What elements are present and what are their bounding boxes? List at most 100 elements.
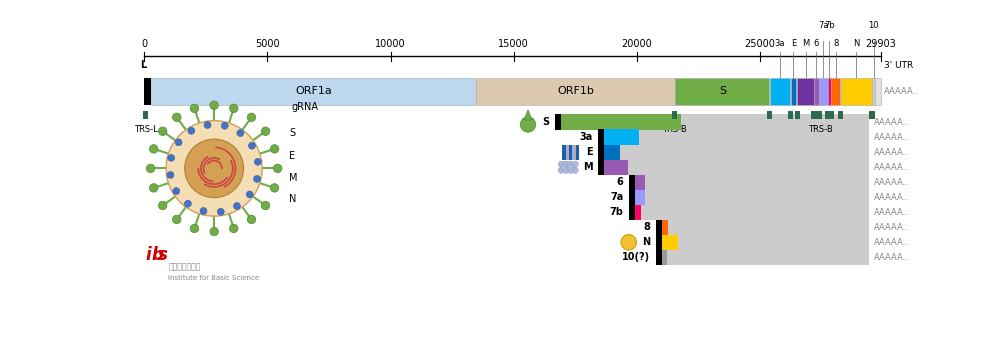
Bar <box>662 220 668 235</box>
Text: 7a: 7a <box>610 192 623 202</box>
Circle shape <box>270 145 279 153</box>
Text: AAAAA..: AAAAA.. <box>874 133 909 142</box>
Bar <box>598 160 604 175</box>
Bar <box>788 112 793 119</box>
Circle shape <box>167 171 174 178</box>
Circle shape <box>248 142 255 149</box>
Bar <box>875 77 881 105</box>
Circle shape <box>520 117 536 132</box>
Circle shape <box>210 101 218 110</box>
Bar <box>629 174 635 190</box>
Text: 25000: 25000 <box>744 39 775 49</box>
Bar <box>144 77 151 105</box>
Text: TRS-B: TRS-B <box>662 125 687 134</box>
Text: 7b: 7b <box>824 21 835 30</box>
Polygon shape <box>524 110 532 120</box>
Text: i: i <box>145 246 151 264</box>
Bar <box>598 129 604 145</box>
Text: ORF1b: ORF1b <box>557 87 594 96</box>
Circle shape <box>247 215 256 224</box>
Circle shape <box>166 121 262 216</box>
Circle shape <box>149 184 158 192</box>
Bar <box>572 145 576 160</box>
Circle shape <box>558 167 564 173</box>
Bar <box>635 204 641 220</box>
Bar <box>629 190 635 205</box>
Circle shape <box>173 188 180 194</box>
Bar <box>598 145 869 160</box>
Circle shape <box>270 184 279 192</box>
Circle shape <box>188 127 195 134</box>
Text: 6: 6 <box>617 177 623 187</box>
Text: E: E <box>289 151 295 161</box>
Text: M: M <box>289 173 298 183</box>
Text: 7a: 7a <box>818 21 829 30</box>
Text: TRS-B: TRS-B <box>808 125 833 134</box>
Bar <box>656 235 869 250</box>
Bar <box>151 77 476 105</box>
Bar <box>629 204 869 220</box>
Circle shape <box>247 113 256 122</box>
Bar <box>825 112 830 119</box>
Text: TRS-L: TRS-L <box>134 125 158 134</box>
Circle shape <box>254 159 261 165</box>
Circle shape <box>149 145 158 153</box>
Circle shape <box>190 224 199 233</box>
Bar <box>635 174 645 190</box>
Text: 20000: 20000 <box>621 39 652 49</box>
Bar <box>838 112 843 119</box>
Circle shape <box>568 161 574 167</box>
Text: 기초과학연구원: 기초과학연구원 <box>168 263 201 271</box>
Bar <box>656 220 869 235</box>
Text: S: S <box>543 117 550 127</box>
Text: AAAAA..: AAAAA.. <box>874 223 909 232</box>
Bar <box>555 115 869 130</box>
Text: L: L <box>140 60 146 70</box>
Bar <box>767 112 772 119</box>
Text: Institute for Basic Science: Institute for Basic Science <box>168 275 260 281</box>
Text: AAAAA..: AAAAA.. <box>874 253 909 262</box>
Bar <box>576 145 579 160</box>
Circle shape <box>273 164 282 173</box>
Text: 3a: 3a <box>775 39 785 48</box>
Bar <box>598 145 604 160</box>
Text: E: E <box>791 39 796 48</box>
Bar <box>635 190 645 205</box>
Bar <box>656 235 662 250</box>
Bar <box>629 174 869 190</box>
Circle shape <box>230 104 238 113</box>
Bar <box>831 77 840 105</box>
Text: N: N <box>289 194 297 204</box>
Bar <box>656 250 662 265</box>
Circle shape <box>158 127 167 136</box>
Bar <box>604 129 639 145</box>
Text: 3a: 3a <box>579 132 592 142</box>
Bar <box>598 160 869 175</box>
Text: AAAAA..: AAAAA.. <box>874 178 909 187</box>
Text: AAAAA..: AAAAA.. <box>874 193 909 202</box>
Bar <box>819 77 828 105</box>
Circle shape <box>217 208 224 215</box>
Circle shape <box>561 164 567 170</box>
Bar <box>569 145 572 160</box>
Text: AAAAA..: AAAAA.. <box>874 163 909 172</box>
Text: AAAAA..: AAAAA.. <box>874 118 909 127</box>
Circle shape <box>572 161 578 167</box>
Text: 10: 10 <box>868 21 879 30</box>
Circle shape <box>233 202 240 210</box>
Text: 10000: 10000 <box>375 39 406 49</box>
Text: 29903: 29903 <box>865 39 896 49</box>
Circle shape <box>261 201 270 210</box>
Bar <box>795 112 800 119</box>
Text: 5000: 5000 <box>255 39 280 49</box>
Text: b: b <box>151 246 163 264</box>
Text: N: N <box>853 39 859 48</box>
Bar <box>555 115 561 130</box>
Circle shape <box>563 167 569 173</box>
Circle shape <box>254 175 260 183</box>
Text: s: s <box>158 246 168 264</box>
Circle shape <box>230 224 238 233</box>
Circle shape <box>185 139 244 198</box>
Circle shape <box>200 208 207 214</box>
Text: 0: 0 <box>141 39 147 49</box>
